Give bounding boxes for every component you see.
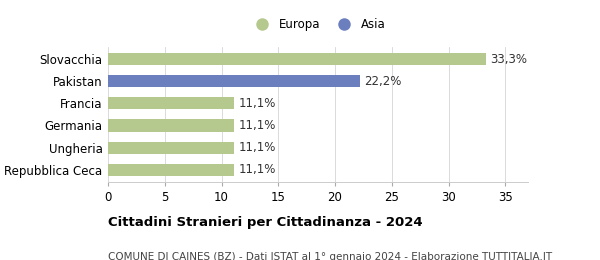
Text: 11,1%: 11,1%	[239, 119, 276, 132]
Text: 22,2%: 22,2%	[365, 75, 402, 88]
Bar	[108, 53, 486, 65]
Bar	[108, 97, 234, 109]
Legend: Europa, Asia: Europa, Asia	[247, 15, 389, 35]
Bar	[108, 119, 234, 132]
Text: 11,1%: 11,1%	[239, 97, 276, 110]
Bar	[108, 164, 234, 176]
Text: 33,3%: 33,3%	[491, 53, 527, 66]
Text: 11,1%: 11,1%	[239, 163, 276, 176]
Text: 11,1%: 11,1%	[239, 141, 276, 154]
Text: Cittadini Stranieri per Cittadinanza - 2024: Cittadini Stranieri per Cittadinanza - 2…	[108, 216, 422, 229]
Bar	[108, 141, 234, 154]
Text: COMUNE DI CAINES (BZ) - Dati ISTAT al 1° gennaio 2024 - Elaborazione TUTTITALIA.: COMUNE DI CAINES (BZ) - Dati ISTAT al 1°…	[108, 252, 552, 260]
Bar	[108, 75, 360, 87]
